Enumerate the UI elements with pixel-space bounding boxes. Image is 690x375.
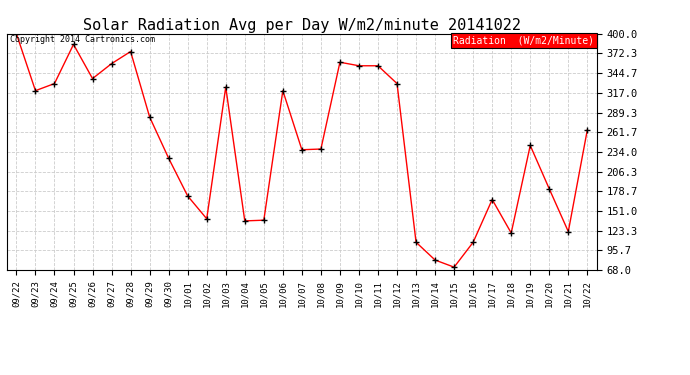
Title: Solar Radiation Avg per Day W/m2/minute 20141022: Solar Radiation Avg per Day W/m2/minute …	[83, 18, 521, 33]
Text: Copyright 2014 Cartronics.com: Copyright 2014 Cartronics.com	[10, 35, 155, 44]
Text: Radiation  (W/m2/Minute): Radiation (W/m2/Minute)	[453, 35, 594, 45]
